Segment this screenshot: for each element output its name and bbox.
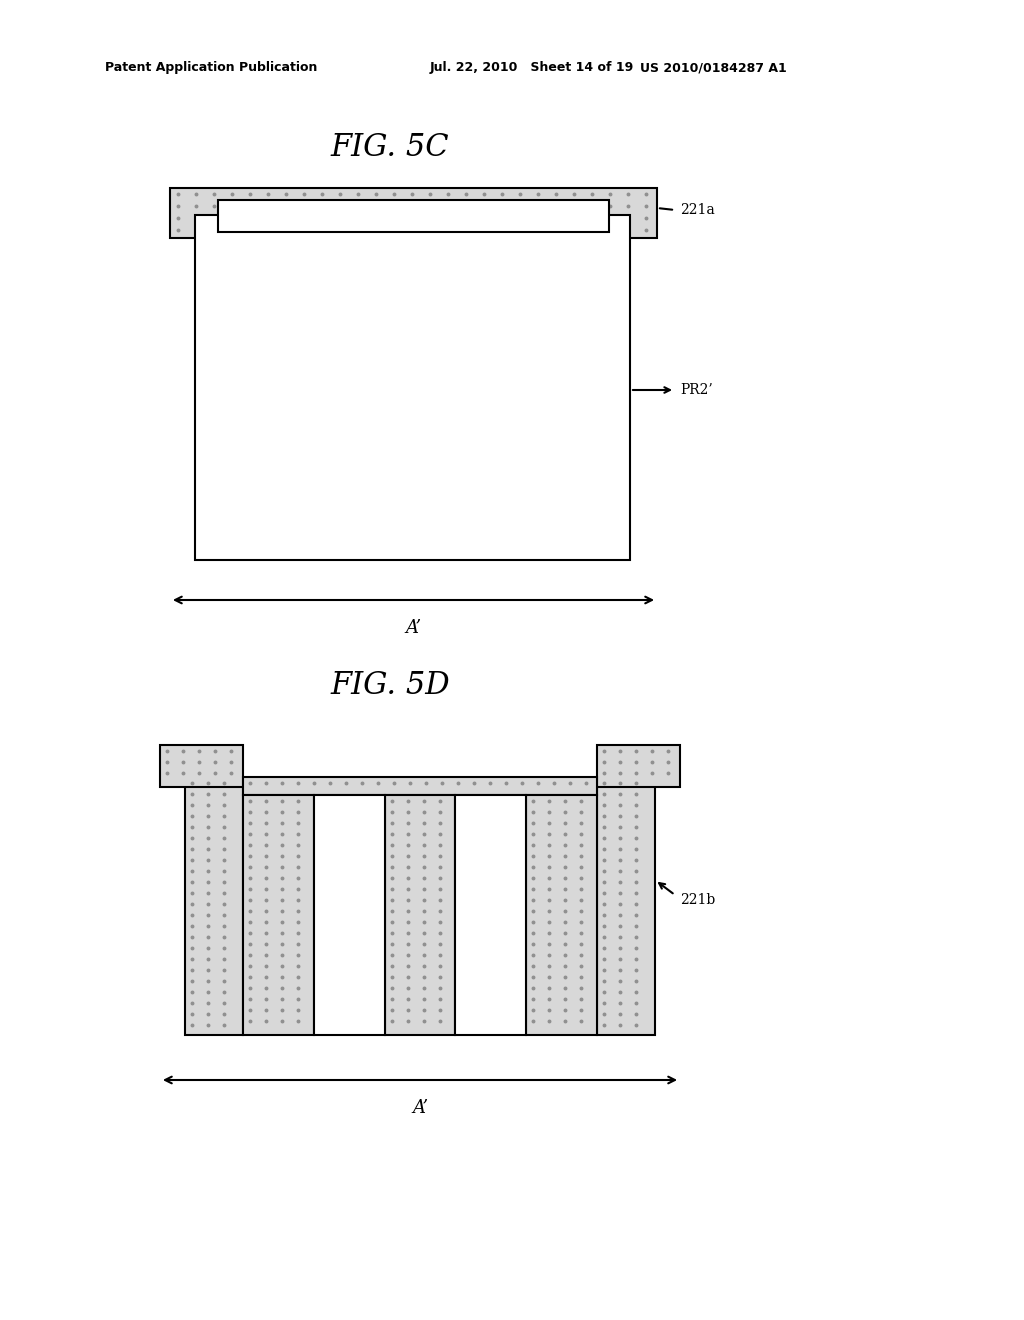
- Bar: [195, 215, 630, 560]
- Bar: [243, 795, 313, 1035]
- Text: A’: A’: [406, 619, 422, 638]
- Bar: [526, 795, 597, 1035]
- Bar: [313, 795, 385, 1035]
- Text: A’: A’: [412, 1100, 428, 1117]
- Bar: [160, 744, 243, 787]
- Text: FIG. 5D: FIG. 5D: [330, 669, 450, 701]
- Text: US 2010/0184287 A1: US 2010/0184287 A1: [640, 62, 786, 74]
- Bar: [456, 795, 526, 1035]
- Text: PR2’: PR2’: [680, 383, 713, 397]
- Text: Jul. 22, 2010   Sheet 14 of 19: Jul. 22, 2010 Sheet 14 of 19: [430, 62, 634, 74]
- Bar: [218, 201, 609, 232]
- Bar: [185, 777, 243, 1035]
- Text: FIG. 5C: FIG. 5C: [331, 132, 450, 164]
- Text: 221b: 221b: [680, 894, 715, 907]
- Bar: [170, 187, 657, 238]
- Bar: [597, 777, 655, 1035]
- Bar: [385, 795, 456, 1035]
- Text: 221a: 221a: [680, 203, 715, 216]
- Text: Patent Application Publication: Patent Application Publication: [105, 62, 317, 74]
- Bar: [243, 777, 597, 795]
- Bar: [597, 744, 680, 787]
